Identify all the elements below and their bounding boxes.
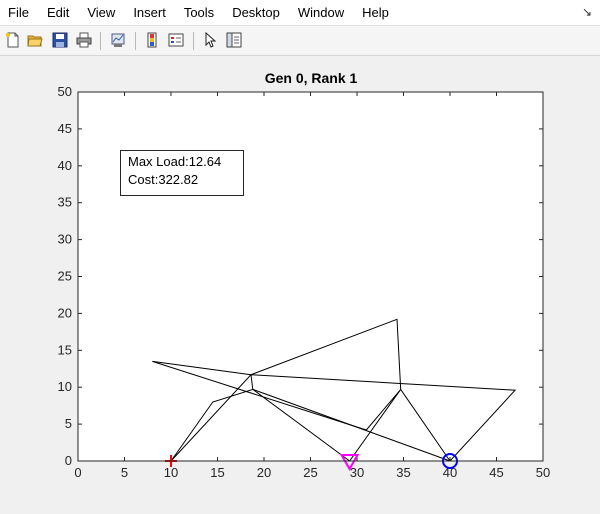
plot-title: Gen 0, Rank 1 [265, 70, 358, 86]
annotation-cost: Cost:322.82 [128, 172, 199, 187]
menu-window[interactable]: Window [297, 4, 345, 20]
truss-member-line [152, 360, 252, 376]
print-icon[interactable] [74, 30, 94, 50]
y-tick-label: 5 [65, 416, 72, 431]
legend-icon[interactable] [166, 30, 186, 50]
menu-desktop[interactable]: Desktop [232, 4, 280, 20]
y-tick-label: 35 [58, 195, 72, 210]
toolbar-separator [135, 32, 136, 50]
menu-insert[interactable]: Insert [133, 4, 166, 20]
new-figure-icon[interactable] [3, 30, 23, 50]
y-tick-label: 40 [58, 158, 72, 173]
colorbar-icon[interactable] [142, 30, 162, 50]
y-tick-label: 0 [65, 453, 72, 468]
annotation-box[interactable]: Max Load:12.64 Cost:322.82 [120, 150, 244, 196]
x-tick-label: 25 [303, 465, 317, 480]
pointer-icon[interactable] [200, 30, 220, 50]
annotation-max-load: Max Load:12.64 [128, 154, 222, 169]
axes-frame [77, 91, 544, 462]
menu-edit[interactable]: Edit [46, 4, 70, 20]
x-tick-label: 10 [164, 465, 178, 480]
figure-canvas: Gen 0, Rank 1 0 5 10 15 20 25 30 35 40 45 50 0 5 10 15… [0, 56, 600, 509]
x-tick-label: 50 [536, 465, 550, 480]
save-icon[interactable] [50, 30, 70, 50]
y-tick-label: 50 [58, 84, 72, 99]
x-tick-label: 45 [489, 465, 503, 480]
menu-view[interactable]: View [87, 4, 116, 20]
y-tick-label: 45 [58, 121, 72, 136]
link-plot-icon[interactable] [108, 30, 128, 50]
y-tick-label: 10 [58, 379, 72, 394]
menu-help[interactable]: Help [362, 4, 389, 20]
x-tick-label: 20 [257, 465, 271, 480]
x-tick-label: 0 [74, 465, 81, 480]
y-tick-label: 15 [58, 342, 72, 357]
x-tick-label: 30 [350, 465, 364, 480]
x-tick-label: 35 [396, 465, 410, 480]
y-tick-label: 25 [58, 269, 72, 284]
property-editor-icon[interactable] [224, 30, 244, 50]
x-tick-label: 15 [210, 465, 224, 480]
x-tick-label: 5 [121, 465, 128, 480]
dock-arrow-icon[interactable]: ↘ [581, 5, 592, 19]
truss-member-line [152, 360, 402, 462]
menu-bar: File Edit View Insert Tools Desktop Wind… [0, 0, 600, 26]
open-file-icon[interactable] [25, 30, 45, 50]
truss-member-line [170, 388, 350, 462]
load-point-marker [339, 454, 360, 472]
menu-file[interactable]: File [8, 4, 29, 20]
toolbar [0, 26, 600, 56]
plot-svg: Gen 0, Rank 1 0 5 10 15 20 25 30 35 40 45 50 0 5 10 15… [58, 70, 551, 480]
toolbar-separator [193, 32, 194, 50]
menu-tools[interactable]: Tools [183, 4, 215, 20]
axes-background [78, 92, 543, 461]
y-tick-label: 30 [58, 232, 72, 247]
x-tick-label: 40 [443, 465, 457, 480]
y-tick-label: 20 [58, 305, 72, 320]
toolbar-separator [100, 32, 101, 50]
